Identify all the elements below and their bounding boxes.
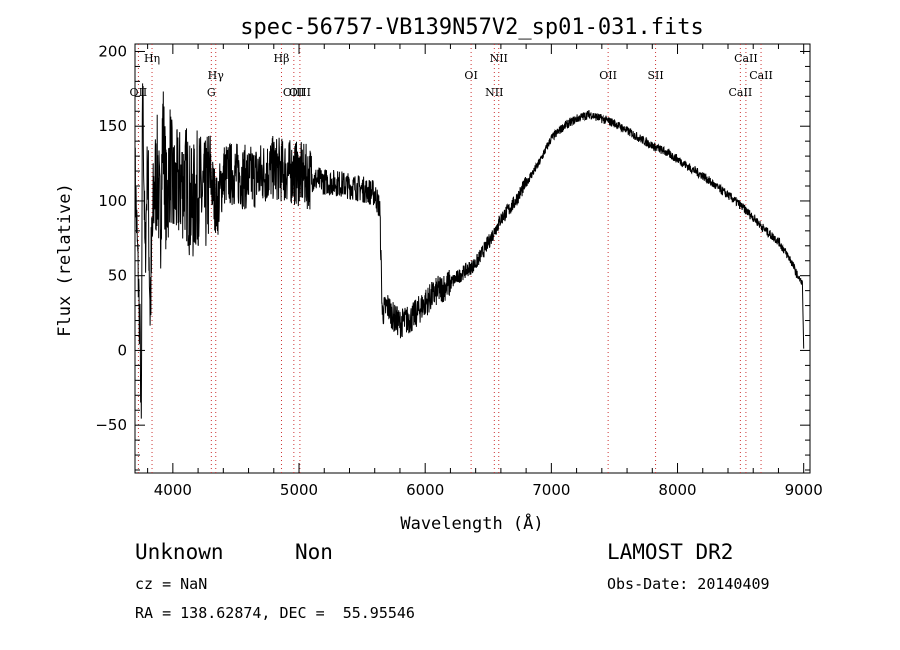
line-label-13: CaII: [734, 52, 758, 65]
x-axis-label: Wavelength (Å): [400, 512, 543, 534]
line-label-4: Hβ: [274, 52, 290, 65]
x-tick-label: 8000: [658, 481, 696, 499]
line-label-1: OII: [130, 86, 148, 99]
x-tick-label: 7000: [532, 481, 570, 499]
y-tick-label: −50: [95, 416, 127, 434]
observation-date: Obs-Date: 20140409: [607, 575, 770, 593]
line-label-9: NII: [490, 52, 508, 65]
spectral-class-label: Unknown: [135, 540, 224, 564]
x-tick-label: 9000: [785, 481, 823, 499]
axis-tick-labels: 4000 5000 6000 7000 8000 9000 −50 0 50 100 150 200: [95, 42, 822, 499]
survey-label: LAMOST DR2: [607, 540, 734, 564]
x-tick-label: 5000: [280, 481, 318, 499]
line-label-3: G: [207, 86, 216, 99]
line-label-10: OII: [599, 69, 617, 82]
x-tick-label: 4000: [154, 481, 192, 499]
line-label-7: OI: [464, 69, 477, 82]
line-label-0: Hη: [144, 52, 160, 65]
y-tick-label: 100: [98, 192, 127, 210]
line-label-14: CaII: [749, 69, 773, 82]
line-label-12: CaII: [729, 86, 753, 99]
axis-ticks: [135, 44, 810, 473]
y-tick-label: 200: [98, 42, 127, 60]
sky-coordinates: RA = 138.62874, DEC = 55.95546: [135, 604, 415, 622]
line-label-5: OIII: [283, 86, 305, 99]
line-label-8: NII: [485, 86, 503, 99]
chart-title: spec-56757-VB139N57V2_sp01-031.fits: [240, 15, 704, 40]
x-tick-label: 6000: [406, 481, 444, 499]
y-tick-label: 50: [108, 267, 127, 285]
spectrum-line: [134, 83, 805, 419]
line-label-2: Hγ: [208, 69, 225, 82]
emission-line-markers: [137, 44, 762, 473]
redshift-readout: cz = NaN: [135, 575, 208, 593]
spectral-subclass-label: Non: [295, 540, 333, 564]
y-axis-label: Flux (relative): [55, 183, 75, 337]
plot-frame: [134, 43, 811, 474]
line-label-6: OIII: [289, 86, 311, 99]
y-tick-label: 150: [98, 117, 127, 135]
y-tick-label: 0: [117, 341, 127, 359]
line-label-11: SII: [647, 69, 663, 82]
